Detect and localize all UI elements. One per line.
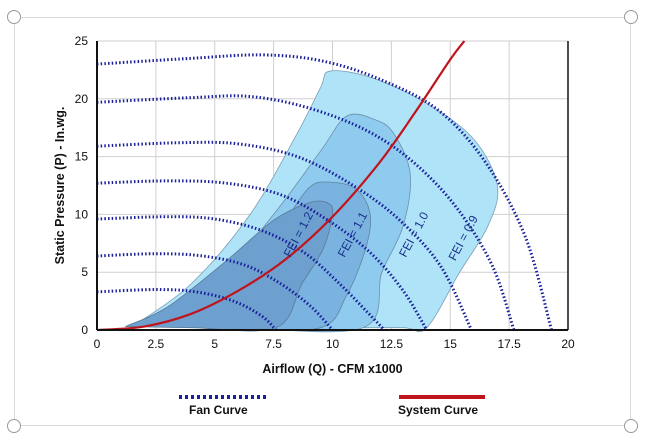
y-tick-label: 5 [81, 265, 88, 279]
x-tick-label: 17.5 [497, 337, 521, 351]
legend: Fan Curve System Curve [179, 395, 485, 417]
x-tick-label: 10 [326, 337, 340, 351]
bottom-right-handle[interactable] [624, 419, 638, 433]
tick-labels: 0 2.5 5 7.5 10 12.5 15 17.5 20 0 5 10 15 20 25 [75, 34, 575, 351]
x-tick-label: 12.5 [380, 337, 404, 351]
top-right-handle[interactable] [624, 10, 638, 24]
fan-curve-4 [96, 179, 428, 331]
top-left-handle[interactable] [7, 10, 21, 24]
fan-curve-7 [96, 288, 278, 332]
x-tick-label: 5 [211, 337, 218, 351]
system-curve [96, 40, 466, 332]
fan-curve-3 [96, 140, 473, 331]
x-tick-label: 20 [561, 337, 575, 351]
legend-fan-curve-label: Fan Curve [189, 403, 248, 417]
y-tick-label: 20 [75, 92, 89, 106]
fei-regions [125, 70, 499, 333]
fan-curves [96, 53, 553, 332]
fan-curve-2 [96, 94, 516, 331]
chart-frame [14, 17, 631, 426]
y-tick-label: 0 [81, 323, 88, 337]
y-tick-label: 10 [75, 207, 89, 221]
y-axis-label: Static Pressure (P) - In.wg. [53, 107, 67, 265]
y-tick-label: 15 [75, 150, 89, 164]
axes [96, 41, 569, 331]
fan-curve-1 [96, 53, 553, 331]
x-axis-label: Airflow (Q) - CFM x1000 [262, 362, 402, 376]
bottom-left-handle[interactable] [7, 419, 21, 433]
y-tick-label: 25 [75, 34, 89, 48]
x-tick-label: 0 [94, 337, 101, 351]
x-tick-label: 15 [444, 337, 458, 351]
fan-curve-5 [96, 215, 386, 332]
legend-system-curve-label: System Curve [398, 403, 478, 417]
x-tick-label: 2.5 [148, 337, 165, 351]
x-tick-label: 7.5 [265, 337, 282, 351]
system-curve-group [96, 40, 466, 332]
